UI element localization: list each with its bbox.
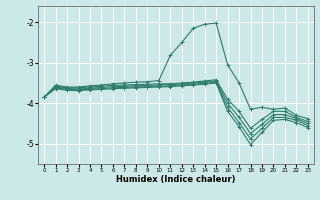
X-axis label: Humidex (Indice chaleur): Humidex (Indice chaleur) (116, 175, 236, 184)
